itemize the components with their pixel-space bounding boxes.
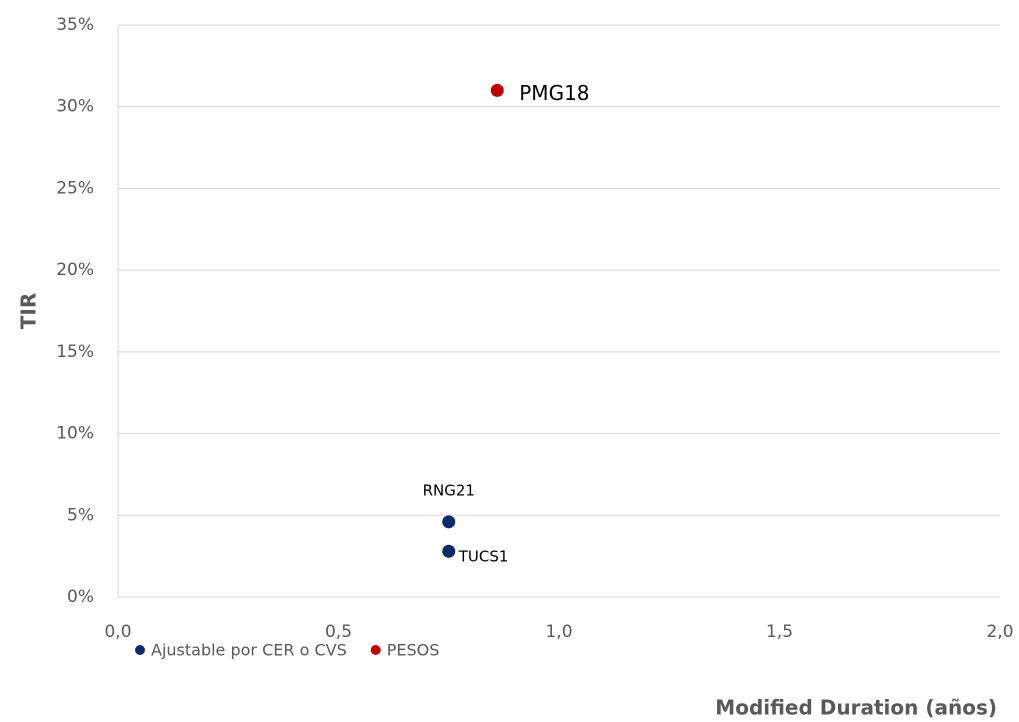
legend-marker xyxy=(135,645,145,655)
legend-label: Ajustable por CER o CVS xyxy=(151,641,347,660)
point xyxy=(442,515,456,529)
x-tick-label: 1,0 xyxy=(545,622,572,642)
y-tick-label: 0% xyxy=(67,587,94,607)
point-label: TUCS1 xyxy=(458,548,509,566)
point-label: PMG18 xyxy=(519,81,589,105)
y-tick-label: 10% xyxy=(56,424,94,444)
y-tick-label: 25% xyxy=(56,178,94,198)
x-axis-title: Modified Duration (años) xyxy=(715,696,997,720)
point xyxy=(442,544,456,558)
point xyxy=(490,83,504,97)
y-tick-label: 5% xyxy=(67,505,94,525)
legend-marker xyxy=(370,645,381,655)
legend-label: PESOS xyxy=(387,641,440,660)
y-tick-label: 20% xyxy=(56,260,94,280)
x-tick-label: 0,0 xyxy=(104,622,131,642)
y-tick-label: 30% xyxy=(56,97,94,117)
y-tick-label: 15% xyxy=(56,342,94,362)
point-label: RNG21 xyxy=(423,481,475,499)
x-tick-label: 1,5 xyxy=(766,622,793,642)
x-tick-label: 2,0 xyxy=(986,622,1013,642)
y-tick-label: 35% xyxy=(56,15,94,35)
y-axis-title: TIR xyxy=(17,293,41,329)
x-tick-label: 0,5 xyxy=(325,622,352,642)
